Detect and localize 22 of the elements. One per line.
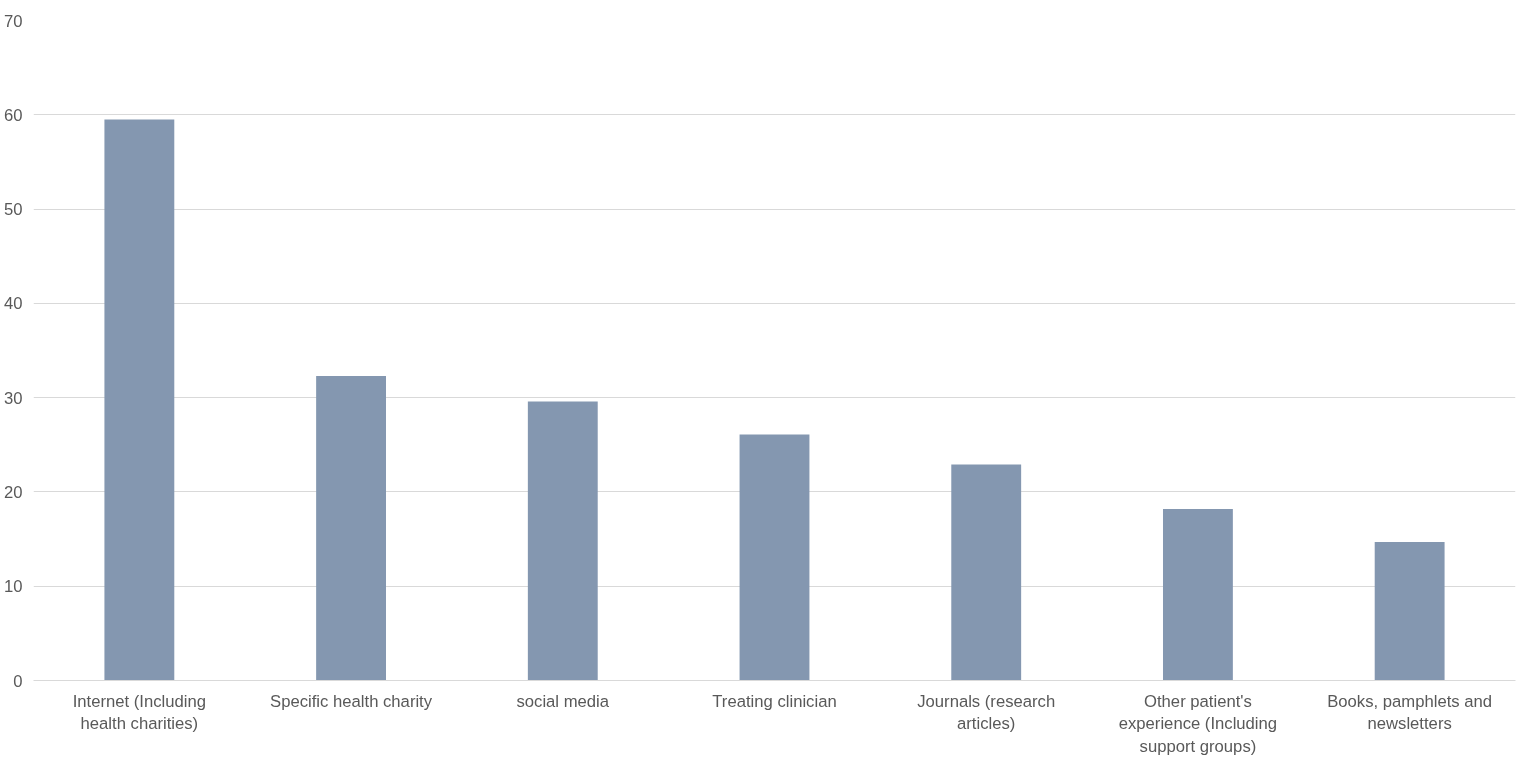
y-tick-label: 40 <box>3 294 23 314</box>
x-tick-label: Books, pamphlets and newsletters <box>1327 691 1493 734</box>
bar <box>1374 541 1445 681</box>
x-tick-label: Other patient's experience (Including support groups) <box>1118 691 1278 757</box>
y-tick-label: 70 <box>3 11 23 31</box>
y-tick-label: 60 <box>3 105 23 125</box>
bar <box>527 401 598 681</box>
y-tick-label: 30 <box>3 388 23 408</box>
y-tick-label: 10 <box>3 577 23 597</box>
bar <box>951 464 1022 681</box>
y-tick-label: 50 <box>3 200 23 220</box>
x-tick-label: Specific health charity <box>270 691 433 711</box>
bar <box>104 119 175 681</box>
x-tick-label: Treating clinician <box>712 691 837 711</box>
x-tick-label: Internet (Including health charities) <box>72 691 207 734</box>
y-tick-label: 20 <box>3 482 23 502</box>
bar <box>316 375 386 681</box>
x-tick-label: Journals (research articles) <box>917 691 1056 734</box>
bar <box>1163 508 1233 681</box>
x-tick-label: social media <box>516 691 610 711</box>
bar <box>739 434 810 681</box>
y-tick-label: 0 <box>13 671 23 691</box>
